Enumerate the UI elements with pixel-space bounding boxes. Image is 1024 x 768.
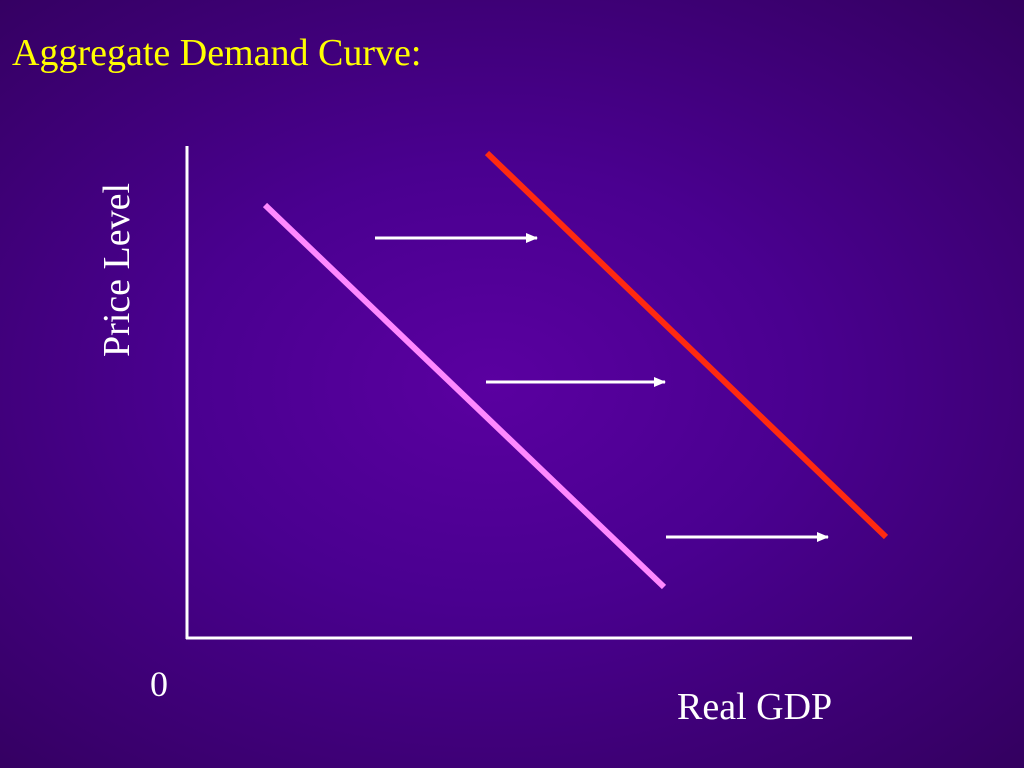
slide-title: Aggregate Demand Curve: — [12, 32, 422, 74]
ad-curve-shifted — [484, 150, 889, 540]
origin-label: 0 — [150, 664, 168, 704]
ad-curve-original — [262, 202, 667, 590]
x-axis-label: Real GDP — [677, 686, 833, 728]
